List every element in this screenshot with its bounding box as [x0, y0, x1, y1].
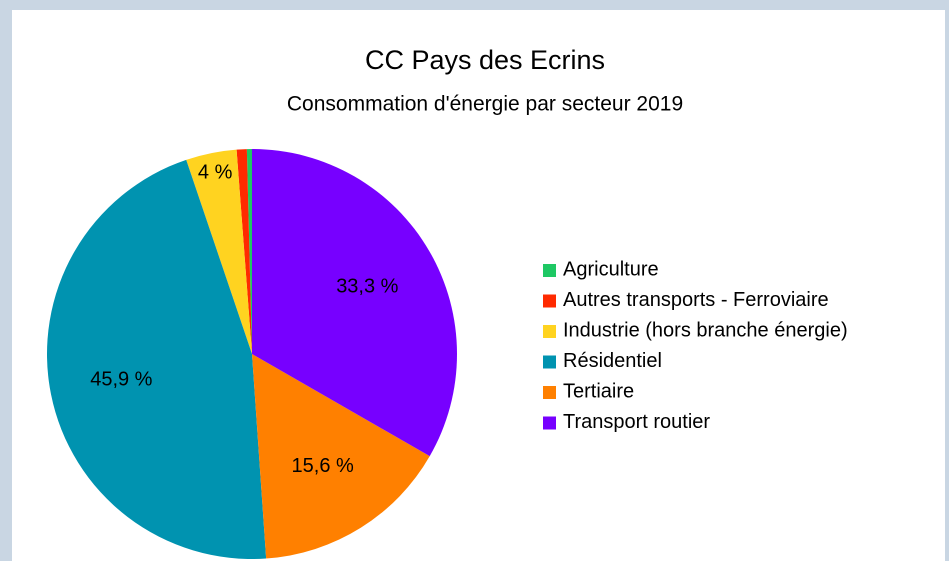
chart-subtitle: Consommation d'énergie par secteur 2019 [287, 93, 683, 116]
pie-slice [186, 149, 252, 354]
pie-slice [236, 149, 252, 354]
legend-swatch [543, 264, 556, 277]
legend-label: Tertiaire [563, 380, 634, 402]
chart-title: CC Pays des Ecrins [365, 45, 605, 75]
legend-label: Industrie (hors branche énergie) [563, 319, 848, 341]
pie-slice [246, 149, 252, 354]
pie-slice [252, 149, 457, 457]
legend-swatch [543, 325, 556, 338]
legend-label: Agriculture [563, 258, 659, 280]
data-label: 4 % [198, 161, 233, 183]
legend-label: Résidentiel [563, 350, 662, 372]
legend-swatch [543, 355, 556, 369]
legend-swatch [543, 294, 556, 308]
data-label: 45,9 % [90, 368, 152, 390]
legend-label: Transport routier [563, 411, 710, 433]
data-label: 33,3 % [336, 276, 398, 298]
legend-swatch [543, 386, 556, 399]
pie-slice [47, 159, 267, 559]
legend-swatch [543, 416, 556, 430]
legend-label: Autres transports - Ferroviaire [563, 289, 829, 311]
pie-slice [252, 354, 430, 559]
data-label: 15,6 % [292, 455, 354, 477]
